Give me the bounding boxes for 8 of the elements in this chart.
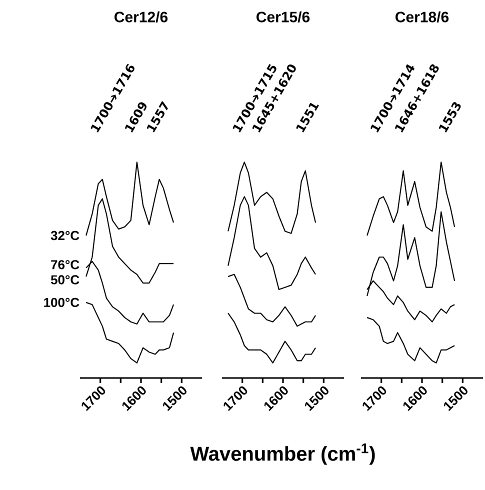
chart-title: Cer12/6 [114,11,168,22]
series-label: 76°C [51,260,80,270]
chart-title: Cer15/6 [256,11,310,22]
x-axis-title: Wavenumber (cm$^{-1}$) [190,444,375,465]
series-label: 50°C [50,275,80,284]
chart-title: Cer18/6 [396,11,449,22]
series-label: 100°C [44,298,80,308]
series-label: 32°C [50,230,80,240]
